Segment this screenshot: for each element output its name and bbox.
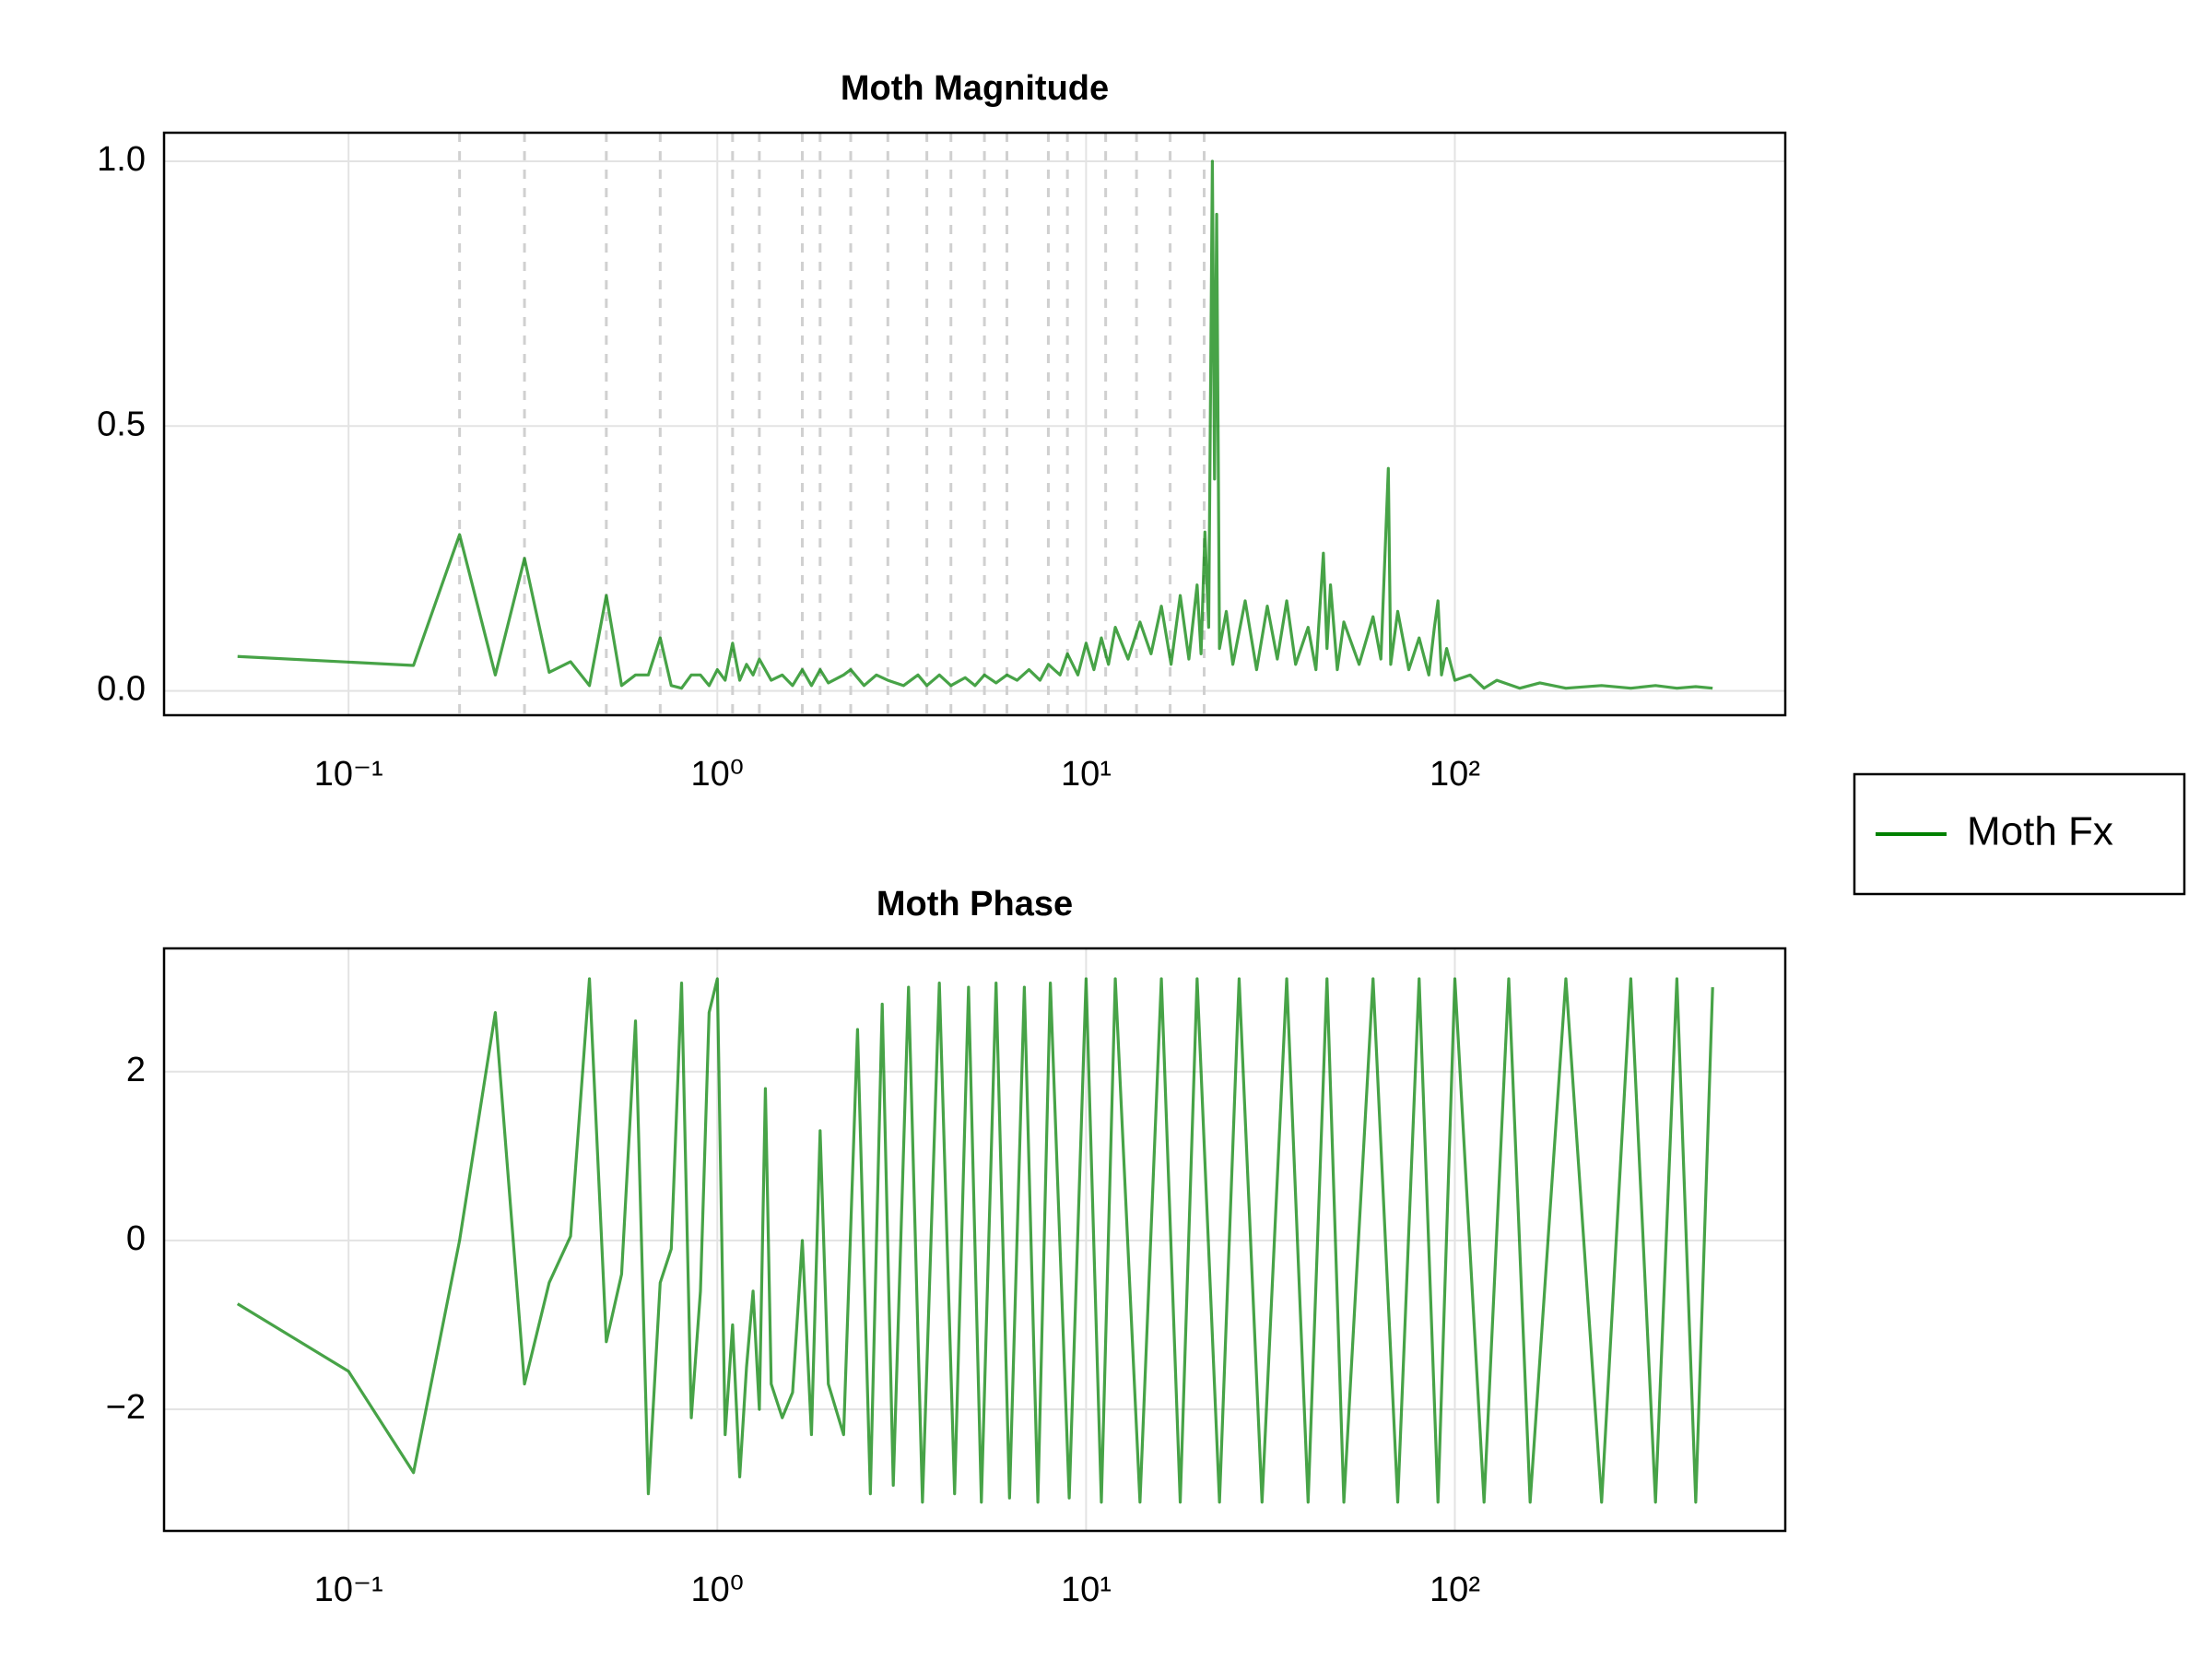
x-tick-label: 10² bbox=[1430, 755, 1480, 794]
x-tick-label: 10⁻¹ bbox=[314, 1571, 383, 1609]
x-tick-label: 10¹ bbox=[1061, 755, 1112, 794]
axes-frame bbox=[162, 131, 1787, 717]
y-tick-label: 1.0 bbox=[97, 140, 146, 179]
legend-label: Moth Fx bbox=[1967, 809, 2113, 854]
chart-title: Moth Phase bbox=[877, 885, 1073, 924]
chart-title: Moth Magnitude bbox=[841, 69, 1109, 108]
y-tick-label: 0.5 bbox=[97, 405, 146, 443]
x-tick-label: 10⁰ bbox=[691, 1571, 745, 1609]
x-tick-label: 10⁻¹ bbox=[314, 755, 383, 794]
x-tick-label: 10² bbox=[1430, 1571, 1480, 1609]
y-tick-label: 2 bbox=[126, 1051, 146, 1089]
data-line bbox=[237, 159, 1713, 690]
x-tick-label: 10⁰ bbox=[691, 755, 745, 794]
y-tick-label: 0.0 bbox=[97, 670, 146, 709]
y-tick-label: 0 bbox=[126, 1219, 146, 1258]
y-tick-label: −2 bbox=[106, 1388, 146, 1427]
x-tick-label: 10¹ bbox=[1061, 1571, 1112, 1609]
data-line bbox=[236, 977, 1714, 1504]
axes-frame bbox=[162, 947, 1787, 1533]
